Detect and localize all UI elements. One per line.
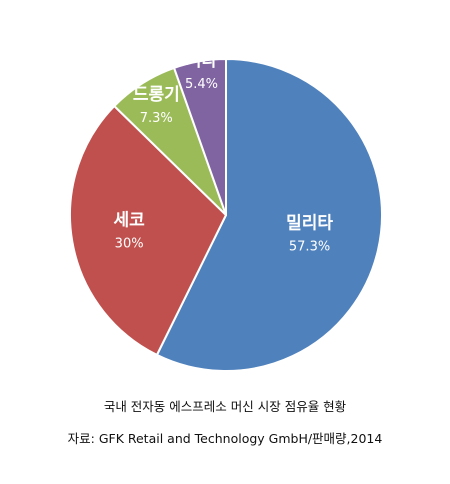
pie-slice-2	[69, 105, 227, 356]
pie-slice-value-3: 7.3%	[140, 111, 173, 126]
pie-slice-label-1: 밀리타	[286, 213, 333, 234]
chart-caption-title: 국내 전자동 에스프레소 머신 시장 점유율 현황	[103, 399, 347, 414]
chart-caption-source: 자료: GFK Retail and Technology GmbH/판매량,2…	[67, 431, 383, 446]
pie-labels: 밀리타 57.3% 세코 30% 드롱기 7.3% 기타 5.4%	[113, 51, 333, 255]
pie-slices	[69, 58, 383, 372]
pie-slice-label-4: 기타	[186, 51, 218, 71]
pie-slice-label-2: 세코	[113, 211, 145, 231]
pie-slice-1	[155, 58, 383, 372]
pie-slice-label-3: 드롱기	[133, 85, 180, 105]
pie-slice-value-1: 57.3%	[289, 240, 330, 255]
pie-slice-value-2: 30%	[115, 237, 144, 252]
pie-slice-value-4: 5.4%	[185, 77, 218, 92]
pie-chart: 밀리타 57.3% 세코 30% 드롱기 7.3% 기타 5.4%	[69, 51, 383, 372]
pie-slice-4	[173, 58, 227, 216]
